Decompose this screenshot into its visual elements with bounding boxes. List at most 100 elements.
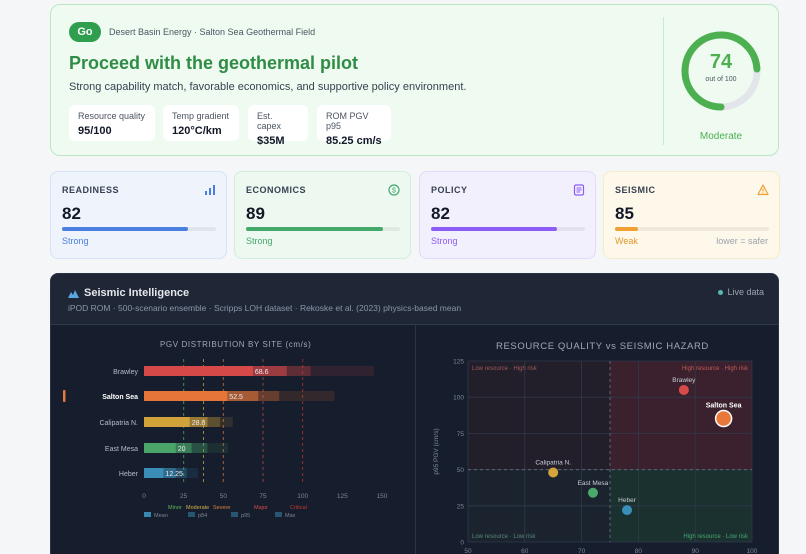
score-card-readiness[interactable]: READINESS 82 Strong [50,171,227,259]
gauge-label: Moderate [699,131,743,142]
gauge-score: 74 [709,51,733,73]
live-data-indicator[interactable]: Live data [718,287,764,297]
hero-divider [663,17,664,145]
pgv-chart-title: PGV DISTRIBUTION BY SITE (cm/s) [160,340,312,349]
metric-label: ROM PGV p95 [326,111,369,131]
gauge-progress [681,31,761,111]
card-score-bar [431,227,585,231]
bar-mean [144,443,176,453]
x-tick-label: 125 [337,493,348,500]
card-score-fill [62,227,189,231]
site-label: East Mesa [105,446,138,453]
x-tick-label: 50 [220,493,228,500]
card-label: SEISMIC [615,185,656,195]
card-status: Strong [62,236,89,246]
site-row-east-mesa[interactable]: East Mesa 20 [105,443,229,453]
document-icon [573,183,585,196]
site-row-brawley[interactable]: Brawley 68.6 [113,366,375,376]
x-tick-label: 75 [259,493,267,500]
point-label: Heber [618,497,637,504]
card-label: READINESS [62,185,120,195]
score-card-policy[interactable]: POLICY 82 Strong [419,171,596,259]
site-label: Heber [119,471,139,478]
point-marker [622,505,633,516]
card-note: lower = safer [716,236,768,246]
gauge-ring [681,31,761,111]
resource-vs-seismic-chart: Low resource · High risk High resource · … [433,359,758,554]
bar-mean [144,468,164,478]
card-score-bar [246,227,400,231]
score-card-seismic[interactable]: SEISMIC 85 Weak lower = safer [603,171,780,259]
site-point-heber[interactable]: Heber [618,497,637,516]
site-row-heber[interactable]: Heber 12.25 [119,468,198,478]
x-tick-label: 60 [521,548,529,554]
live-data-label: Live data [727,287,764,297]
card-score-bar [615,227,769,231]
site-point-brawley[interactable]: Brawley [672,377,696,395]
site-row-salton-sea[interactable]: Salton Sea 52.5 [102,391,335,401]
legend-label: p84 [198,513,207,519]
metric-value: $35M [257,135,285,147]
scatter-chart-title: RESOURCE QUALITY vs SEISMIC HAZARD [496,341,709,352]
legend-swatch [188,512,195,517]
point-label: Brawley [672,377,696,384]
card-label: ECONOMICS [246,185,307,195]
bar-mean-label: 28.8 [192,420,206,427]
card-score-fill [246,227,384,231]
site-label: Brawley [113,369,138,376]
card-status: Strong [431,236,458,246]
card-score-fill [615,227,639,231]
seismic-panel-title: Seismic Intelligence [84,287,190,299]
legend-swatch [275,512,282,517]
metric-rom-pgv: ROM PGV p95 85.25 cm/s [317,105,391,147]
y-tick-label: 25 [457,503,465,510]
legend-swatch [144,512,151,517]
metric-est-capex: Est. capex $35M [248,105,308,147]
quadrant-low-resource-high-risk [468,361,610,470]
card-score-fill [431,227,558,231]
legend-label: Max [285,513,296,519]
series-legend-p84: p84 [188,512,207,519]
y-tick-label: 75 [457,431,465,438]
card-status: Strong [246,236,273,246]
x-tick-label: 70 [578,548,586,554]
site-point-east-mesa[interactable]: East Mesa [578,480,609,498]
y-tick-label: 0 [460,540,464,547]
point-marker [678,384,689,395]
bar-mean [144,366,253,376]
site-point-calipatria-n-[interactable]: Calipatria N. [535,459,571,478]
overall-score-gauge: 74 out of 100 [663,29,779,125]
go-badge: Go [69,22,101,42]
point-marker [548,467,559,478]
card-label: POLICY [431,185,468,195]
site-point-salton-sea[interactable]: Salton Sea [706,403,742,428]
card-score: 82 [431,204,450,223]
card-score: 89 [246,204,265,223]
metric-resource-quality: Resource quality 95/100 [69,105,155,141]
metric-value: 85.25 cm/s [326,135,382,147]
series-legend-p95: p95 [231,512,250,519]
pgv-distribution-chart: Brawley 68.6 Salton Sea 52.5 Calipatria N. 28… [63,359,388,519]
legend-swatch [231,512,238,517]
card-status: Weak [615,236,638,246]
series-legend-max: Max [275,512,296,519]
selected-site-indicator [63,390,66,402]
panel-divider [415,325,416,554]
card-score: 82 [62,204,81,223]
threshold-legend-severe: Severe [213,505,230,511]
metric-value: 95/100 [78,125,112,137]
threshold-legend-moderate: Moderate [186,505,209,511]
score-card-economics[interactable]: ECONOMICS $89 Strong [234,171,411,259]
card-score: 85 [615,204,634,223]
site-row-calipatria-n-[interactable]: Calipatria N. 28.8 [99,417,233,427]
x-tick-label: 150 [377,493,388,500]
series-legend-mean: Mean [144,512,168,519]
recommendation-hero: Go Desert Basin Energy · Salton Sea Geot… [50,4,779,156]
seismic-panel-subtitle: iPOD ROM · 500-scenario ensemble · Scrip… [68,303,462,313]
metric-label: Temp gradient [172,111,230,121]
point-label: East Mesa [578,480,609,487]
y-axis-label: p95 PGV (cm/s) [433,428,440,474]
bar-chart-icon [204,183,216,195]
site-label: Salton Sea [102,394,138,401]
seismic-intelligence-panel: Seismic Intelligence iPOD ROM · 500-scen… [50,273,779,554]
